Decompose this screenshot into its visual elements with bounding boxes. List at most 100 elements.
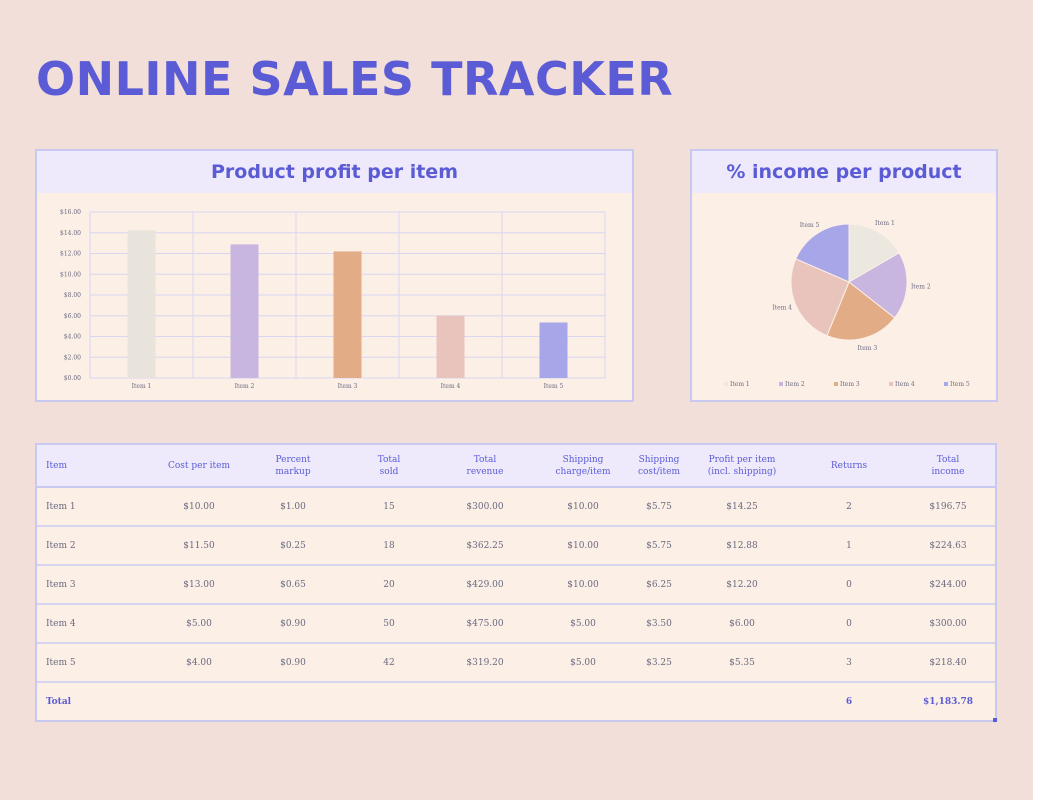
table-row: Item 5 $4.00 $0.90 42 $319.20 $5.00 $3.2… [37, 643, 995, 683]
cell[interactable]: $5.00 [155, 604, 243, 644]
table-resize-handle[interactable] [993, 718, 997, 722]
cell[interactable]: $218.40 [901, 643, 995, 683]
col-shipping-charge[interactable]: Shipping charge/item [535, 445, 631, 488]
bar-3 [333, 251, 362, 378]
cell[interactable]: $224.63 [901, 526, 995, 566]
table-row: Item 2 $11.50 $0.25 18 $362.25 $10.00 $5… [37, 526, 995, 566]
legend-swatch [889, 382, 893, 386]
cell[interactable] [155, 682, 243, 720]
cell[interactable]: Item 2 [37, 526, 155, 566]
cell[interactable]: $3.50 [631, 604, 687, 644]
col-total-sold[interactable]: Total sold [343, 445, 435, 488]
cell[interactable] [631, 682, 687, 720]
cell[interactable]: Item 4 [37, 604, 155, 644]
col-percent-markup[interactable]: Percent markup [243, 445, 343, 488]
cell[interactable]: $196.75 [901, 487, 995, 527]
bar-1 [127, 230, 156, 378]
cell[interactable]: 42 [343, 643, 435, 683]
cell[interactable]: $5.35 [687, 643, 797, 683]
cell[interactable]: 0 [797, 565, 901, 605]
profit-bar-chart[interactable]: $0.00 $2.00 $4.00 $6.00 $8.00 $10.00 $12.00 $14… [37, 193, 632, 400]
cell[interactable]: $10.00 [155, 487, 243, 527]
cell[interactable]: $10.00 [535, 487, 631, 527]
cell[interactable]: $3.25 [631, 643, 687, 683]
legend-swatch [779, 382, 783, 386]
cell[interactable]: $0.65 [243, 565, 343, 605]
cell[interactable]: $475.00 [435, 604, 535, 644]
cell[interactable] [343, 682, 435, 720]
col-total-income[interactable]: Total income [901, 445, 995, 488]
cell[interactable] [687, 682, 797, 720]
pie-slice-label: Item 3 [857, 345, 877, 352]
window-edge [1033, 0, 1042, 800]
legend-label: Item 4 [895, 381, 915, 388]
cell[interactable]: Item 1 [37, 487, 155, 527]
sales-table: Item Cost per item Percent markup Total so… [37, 445, 995, 720]
cell[interactable]: $6.00 [687, 604, 797, 644]
y-tick-label: $12.00 [60, 251, 81, 258]
cell[interactable]: $4.00 [155, 643, 243, 683]
col-returns[interactable]: Returns [797, 445, 901, 488]
cell[interactable]: $5.00 [535, 643, 631, 683]
cell[interactable]: $0.25 [243, 526, 343, 566]
cell[interactable]: $300.00 [901, 604, 995, 644]
col-item[interactable]: Item [37, 445, 155, 488]
x-tick-label: Item 5 [544, 383, 564, 390]
cell[interactable]: 2 [797, 487, 901, 527]
cell[interactable]: $10.00 [535, 565, 631, 605]
x-tick-label: Item 3 [338, 383, 358, 390]
table-header-row: Item Cost per item Percent markup Total so… [37, 445, 995, 488]
cell[interactable]: $5.75 [631, 526, 687, 566]
cell[interactable]: $11.50 [155, 526, 243, 566]
cell[interactable]: 50 [343, 604, 435, 644]
cell[interactable] [535, 682, 631, 720]
cell[interactable]: $12.88 [687, 526, 797, 566]
cell[interactable] [435, 682, 535, 720]
cell[interactable]: 20 [343, 565, 435, 605]
cell[interactable]: 0 [797, 604, 901, 644]
pie-chart-header: % income per product [692, 151, 996, 193]
legend-swatch [834, 382, 838, 386]
col-total-revenue[interactable]: Total revenue [435, 445, 535, 488]
cell[interactable]: $6.25 [631, 565, 687, 605]
y-tick-label: $0.00 [64, 375, 81, 382]
total-returns[interactable]: 6 [845, 696, 853, 707]
cell[interactable]: $319.20 [435, 643, 535, 683]
cell[interactable]: 15 [343, 487, 435, 527]
cell[interactable]: 18 [343, 526, 435, 566]
cell[interactable]: $5.00 [535, 604, 631, 644]
cell[interactable]: $362.25 [435, 526, 535, 566]
cell[interactable]: $1.00 [243, 487, 343, 527]
income-pie-chart[interactable]: Item 1 Item 2 Item 3 Item 4 Item 5 Item 1 Item… [692, 193, 996, 400]
table-row: Item 1 $10.00 $1.00 15 $300.00 $10.00 $5… [37, 487, 995, 527]
y-tick-label: $2.00 [64, 354, 81, 361]
cell[interactable]: $0.90 [243, 643, 343, 683]
cell[interactable]: 3 [797, 643, 901, 683]
legend-label: Item 5 [950, 381, 970, 388]
col-shipping-cost[interactable]: Shipping cost/item [631, 445, 687, 488]
y-tick-label: $6.00 [64, 313, 81, 320]
cell[interactable]: $5.75 [631, 487, 687, 527]
legend-swatch [944, 382, 948, 386]
cell[interactable]: $13.00 [155, 565, 243, 605]
cell[interactable]: Item 5 [37, 643, 155, 683]
cell[interactable]: $429.00 [435, 565, 535, 605]
cell[interactable]: $10.00 [535, 526, 631, 566]
bar-2 [230, 244, 259, 378]
cell[interactable]: Item 3 [37, 565, 155, 605]
cell[interactable]: $14.25 [687, 487, 797, 527]
total-label[interactable]: Total [46, 696, 72, 707]
col-profit-per-item[interactable]: Profit per item (incl. shipping) [687, 445, 797, 488]
cell[interactable]: $12.20 [687, 565, 797, 605]
col-cost-per-item[interactable]: Cost per item [155, 445, 243, 488]
total-income[interactable]: $1,183.78 [922, 696, 974, 707]
table-total-row: Total 6 $1,183.78 [37, 682, 995, 720]
pie-slice-label: Item 1 [875, 220, 895, 227]
cell[interactable]: $0.90 [243, 604, 343, 644]
cell[interactable]: 1 [797, 526, 901, 566]
pie-slice-label: Item 2 [911, 284, 931, 291]
cell[interactable] [243, 682, 343, 720]
y-tick-label: $14.00 [60, 230, 81, 237]
cell[interactable]: $244.00 [901, 565, 995, 605]
cell[interactable]: $300.00 [435, 487, 535, 527]
